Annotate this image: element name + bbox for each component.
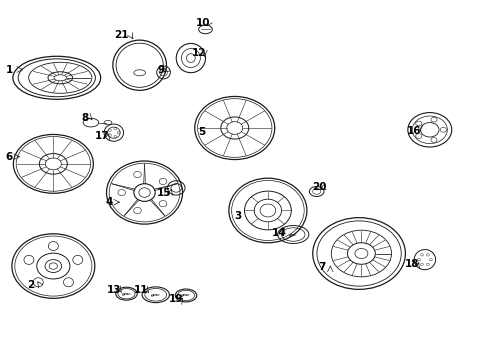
Text: 6: 6 <box>6 152 13 162</box>
Text: 8: 8 <box>81 113 88 123</box>
Text: 7: 7 <box>317 262 325 272</box>
Text: 9: 9 <box>157 65 164 75</box>
Text: gmc: gmc <box>288 233 297 237</box>
Text: 18: 18 <box>404 259 419 269</box>
Text: 4: 4 <box>105 197 112 207</box>
Text: 21: 21 <box>114 30 129 40</box>
Text: 11: 11 <box>134 285 148 296</box>
Text: 1: 1 <box>6 64 13 75</box>
Text: 19: 19 <box>169 294 183 304</box>
Text: 10: 10 <box>195 18 210 28</box>
Text: 3: 3 <box>234 211 241 221</box>
Text: 15: 15 <box>157 188 171 198</box>
Text: 2: 2 <box>27 280 35 290</box>
Text: gmc: gmc <box>181 293 190 297</box>
Text: 16: 16 <box>406 126 421 135</box>
Text: gmc: gmc <box>122 292 131 296</box>
Text: 20: 20 <box>311 182 325 192</box>
Text: gmc: gmc <box>151 293 160 297</box>
Text: 12: 12 <box>191 48 205 58</box>
Text: 13: 13 <box>106 285 121 295</box>
Text: 14: 14 <box>271 228 285 238</box>
Text: 17: 17 <box>95 131 109 141</box>
Text: 5: 5 <box>198 127 205 137</box>
